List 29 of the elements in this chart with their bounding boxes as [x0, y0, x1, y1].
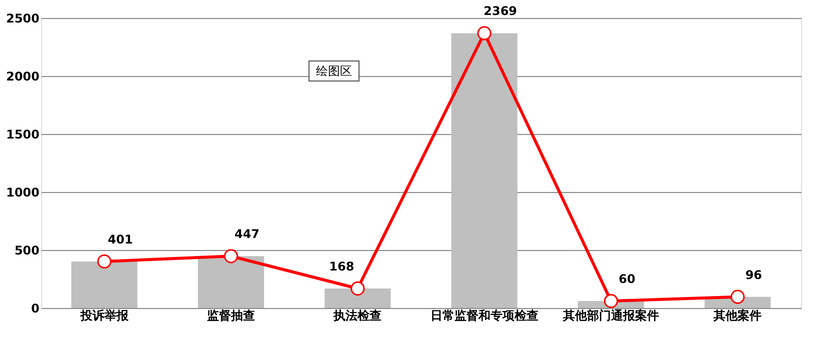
bar: [198, 256, 264, 308]
x-tick-label: 其他案件: [712, 308, 762, 322]
annotation: 绘图区: [316, 64, 352, 78]
bar: [71, 261, 138, 308]
data-label: 168: [329, 260, 354, 274]
x-tick-label: 监督抽查: [207, 308, 255, 322]
x-tick-label: 日常监督和专项检查: [430, 308, 538, 322]
y-tick-label: 500: [14, 244, 40, 258]
y-tick-label: 0: [31, 302, 40, 316]
point: [350, 281, 365, 296]
data-label: 401: [108, 232, 133, 246]
x-tick-label: 其他部门通报案件: [562, 308, 659, 322]
data-label: 96: [745, 268, 762, 282]
point: [97, 254, 112, 269]
y-tick-label: 1000: [6, 186, 40, 200]
y-tick-label: 1500: [6, 128, 40, 142]
point: [730, 290, 745, 304]
y-tick-label: 2500: [6, 12, 40, 26]
x-tick-label: 投诉举报: [79, 308, 130, 322]
point: [477, 26, 492, 40]
y-tick-label: 2000: [6, 70, 40, 84]
point: [224, 249, 238, 264]
bar: [451, 33, 518, 308]
point: [604, 294, 618, 308]
data-label: 2369: [484, 4, 518, 18]
data-label: 60: [618, 272, 636, 286]
x-tick-label: 执法检查: [332, 308, 382, 322]
data-label: 447: [234, 227, 260, 242]
bar: [324, 288, 391, 308]
